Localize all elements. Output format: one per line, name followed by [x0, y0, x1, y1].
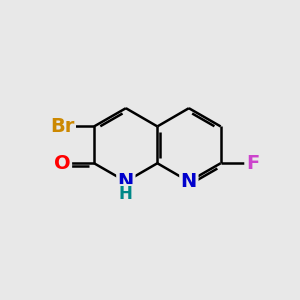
- Text: H: H: [119, 185, 133, 203]
- Text: F: F: [246, 154, 259, 173]
- Text: Br: Br: [50, 117, 74, 136]
- Text: O: O: [54, 154, 70, 173]
- Text: N: N: [118, 172, 134, 191]
- Text: N: N: [181, 172, 197, 191]
